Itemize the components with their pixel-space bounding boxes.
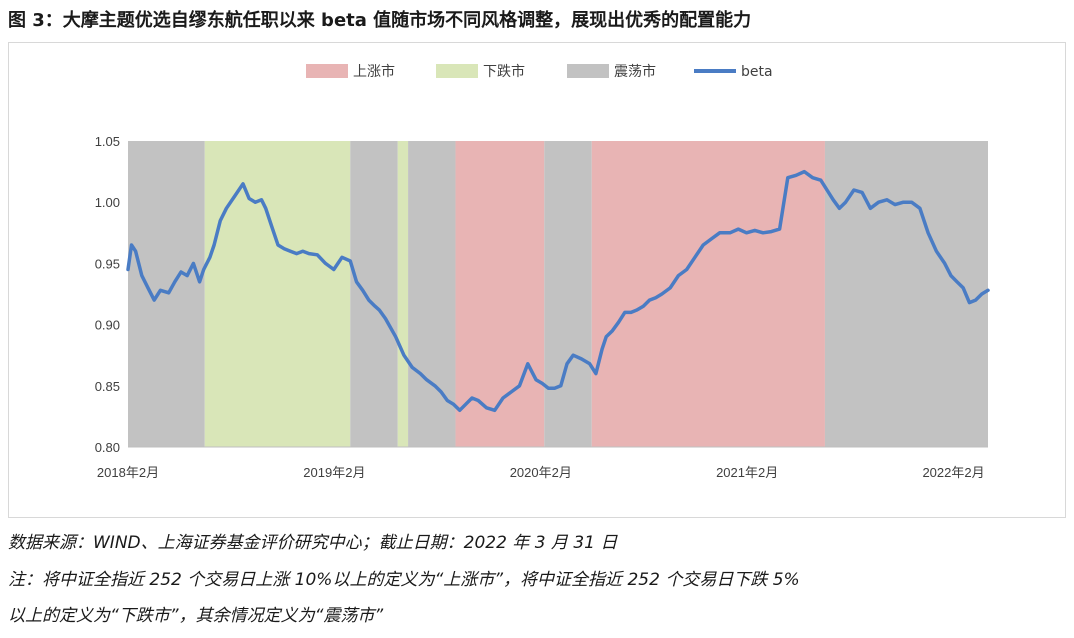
y-tick-label: 0.85: [95, 379, 120, 394]
regime-band-4: [408, 141, 456, 447]
chart-frame: 1.05 1.00 0.95 0.90 0.85 0.80 2018年2月 2019年2月 20…: [8, 42, 1066, 518]
x-tick-label: 2019年2月: [303, 465, 365, 480]
legend-label: 震荡市: [614, 63, 656, 80]
regime-band-0: [128, 141, 205, 447]
regime-band-6: [544, 141, 592, 447]
legend-label: 下跌市: [483, 63, 525, 80]
x-tick-label: 2018年2月: [97, 465, 159, 480]
x-tick-label: 2020年2月: [510, 465, 572, 480]
beta-chart: 1.05 1.00 0.95 0.90 0.85 0.80 2018年2月 2019年2月 20…: [95, 63, 990, 480]
y-tick-label: 0.80: [95, 440, 120, 455]
y-tick-label: 0.90: [95, 318, 120, 333]
x-tick-label: 2022年2月: [922, 465, 984, 480]
beta-series: [126, 169, 990, 413]
legend: 上涨市 下跌市 震荡市 beta: [306, 63, 773, 80]
figure-title: 图 3：大摩主题优选自缪东航任职以来 beta 值随市场不同风格调整，展现出优秀…: [8, 10, 752, 31]
y-tick-label: 0.95: [95, 256, 120, 271]
regime-bands: [128, 141, 988, 447]
regime-band-1: [204, 141, 351, 447]
legend-label: beta: [741, 64, 773, 80]
legend-label: 上涨市: [353, 63, 395, 80]
legend-swatch: [306, 64, 348, 78]
regime-band-7: [591, 141, 825, 447]
footnote-line-2: 以上的定义为“下跌市”，其余情况定义为“震荡市”: [8, 606, 384, 626]
footnote-line-1: 注：将中证全指近 252 个交易日上涨 10%以上的定义为“上涨市”，将中证全指…: [8, 570, 800, 590]
legend-swatch: [436, 64, 478, 78]
regime-band-3: [397, 141, 409, 447]
source-note: 数据来源：WIND、上海证券基金评价研究中心；截止日期：2022 年 3 月 3…: [8, 533, 618, 553]
regime-band-2: [350, 141, 398, 447]
y-tick-label: 1.05: [95, 134, 120, 149]
axes: 1.05 1.00 0.95 0.90 0.85 0.80 2018年2月 2019年2月 20…: [95, 134, 988, 480]
legend-swatch: [567, 64, 609, 78]
y-tick-label: 1.00: [95, 195, 120, 210]
regime-band-8: [824, 141, 988, 447]
series-line-beta: [126, 169, 990, 413]
regime-band-5: [455, 141, 545, 447]
x-tick-label: 2021年2月: [716, 465, 778, 480]
